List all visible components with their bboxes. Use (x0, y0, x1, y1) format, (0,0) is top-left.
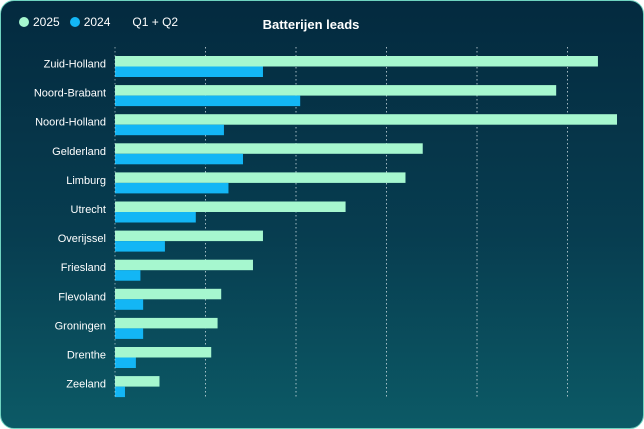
category-label: Flevoland (58, 291, 106, 303)
category-label: Limburg (66, 175, 106, 187)
chart-title: Batterijen leads (262, 17, 360, 32)
bar-2025[interactable] (115, 317, 218, 329)
bar-2025[interactable] (115, 259, 253, 271)
category-label: Zuid-Holland (44, 59, 106, 71)
bar-2024[interactable] (115, 299, 144, 310)
bar-2024[interactable] (115, 270, 141, 281)
bar-2024[interactable] (115, 153, 243, 165)
bar-2025[interactable] (115, 288, 222, 300)
legend-item-2024[interactable]: 2024 (69, 15, 111, 29)
bar-2025[interactable] (115, 56, 598, 67)
bar-2025[interactable] (115, 376, 160, 387)
legend-label-2024: 2024 (83, 15, 111, 29)
bar-2024[interactable] (115, 124, 224, 136)
category-label: Noord-Holland (35, 117, 106, 129)
legend-swatch-2025 (19, 17, 29, 27)
bar-2024[interactable] (115, 357, 136, 369)
category-label: Zeeland (66, 379, 106, 391)
legend-label-2025: 2025 (33, 15, 60, 29)
bar-2025[interactable] (115, 347, 212, 358)
bar-2024[interactable] (115, 241, 165, 252)
category-label: Overijssel (58, 233, 106, 245)
bar-2025[interactable] (115, 143, 423, 154)
bar-2025[interactable] (115, 114, 617, 125)
bar-2024[interactable] (115, 386, 125, 398)
bar-2024[interactable] (115, 212, 196, 223)
bar-2025[interactable] (115, 85, 557, 96)
bar-2025[interactable] (115, 230, 263, 242)
legend-item-2025[interactable]: 2025 (19, 15, 60, 29)
bar-2025[interactable] (115, 201, 346, 213)
bar-2024[interactable] (115, 328, 144, 339)
period-label: Q1 + Q2 (132, 15, 179, 29)
category-label: Noord-Brabant (34, 88, 106, 100)
legend: 2025 2024 Q1 + Q2 (19, 15, 178, 29)
category-label: Gelderland (52, 146, 106, 158)
category-label: Utrecht (71, 204, 106, 216)
legend-swatch-2024 (69, 17, 80, 27)
category-label: Friesland (61, 262, 106, 274)
bar-2024[interactable] (115, 66, 263, 78)
category-label: Drenthe (67, 350, 106, 362)
bar-2024[interactable] (115, 182, 229, 194)
category-label: Groningen (55, 320, 106, 332)
bar-2024[interactable] (115, 95, 301, 107)
bar-2025[interactable] (115, 172, 406, 183)
